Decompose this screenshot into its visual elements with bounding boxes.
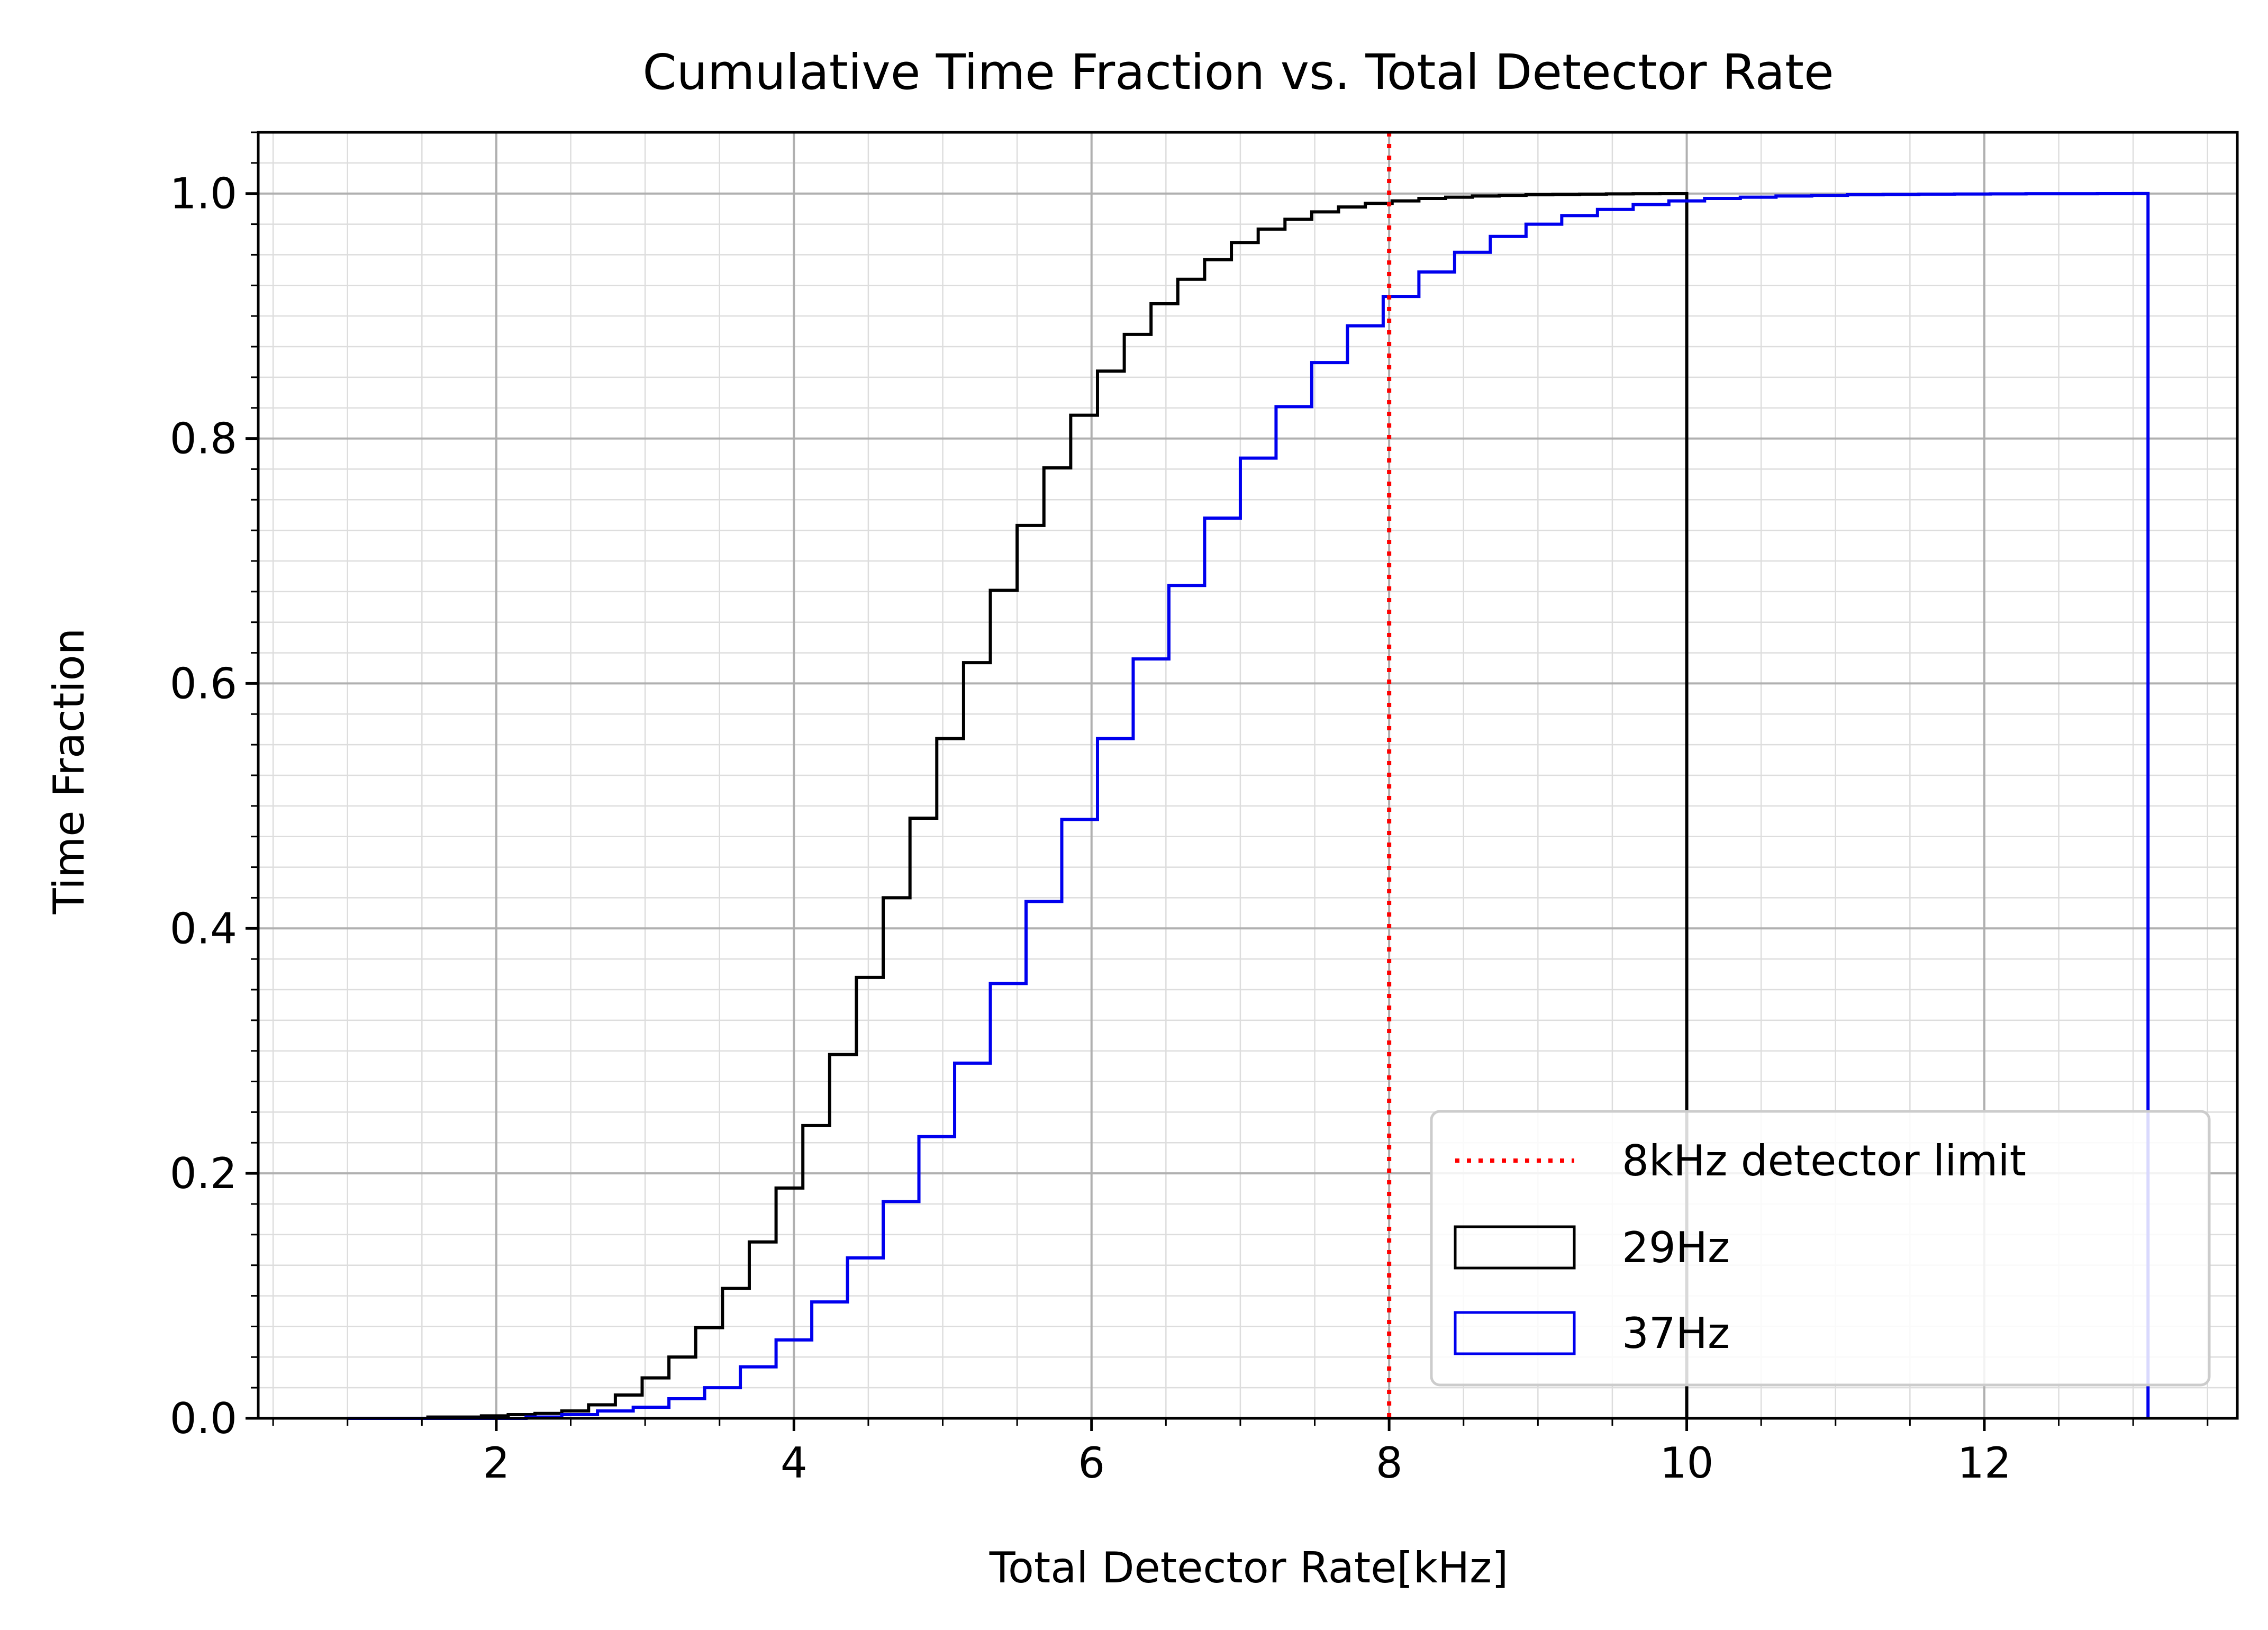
series-step-37hz — [347, 192, 2150, 1420]
x-tick-label: 4 — [781, 1438, 808, 1488]
x-tick-label: 2 — [483, 1438, 510, 1488]
series-layer — [347, 192, 2150, 1420]
x-tick-label: 8 — [1376, 1438, 1403, 1488]
x-tick-label: 6 — [1078, 1438, 1105, 1488]
x-tick-label: 12 — [1957, 1438, 2011, 1488]
legend-label-detector-limit: 8kHz detector limit — [1622, 1136, 2026, 1185]
x-tick-labels: 2 4 6 8 10 12 — [483, 1438, 2011, 1488]
x-axis-label: Total Detector Rate[kHz] — [989, 1543, 1509, 1592]
legend-swatch-37hz — [1454, 1311, 1576, 1355]
axis-ticks — [246, 131, 2209, 1431]
y-tick-label: 0.6 — [170, 659, 237, 708]
legend-frame — [1430, 1110, 2211, 1387]
legend-label-37hz: 37Hz — [1622, 1309, 1730, 1358]
y-tick-label: 0.2 — [170, 1149, 237, 1198]
y-axis-label: Time Fraction — [44, 628, 94, 915]
y-tick-label: 1.0 — [170, 169, 237, 219]
y-tick-labels: 0.0 0.2 0.4 0.6 0.8 1.0 — [170, 169, 237, 1443]
y-tick-label: 0.8 — [170, 414, 237, 464]
x-tick-label: 10 — [1660, 1438, 1714, 1488]
legend-swatch-29hz — [1454, 1225, 1576, 1270]
legend-label-29hz: 29Hz — [1622, 1223, 1730, 1272]
y-tick-label: 0.4 — [170, 904, 237, 953]
series-step-29hz — [347, 192, 1689, 1420]
chart-title: Cumulative Time Fraction vs. Total Detec… — [642, 44, 1834, 101]
y-tick-label: 0.0 — [170, 1394, 237, 1443]
legend: 8kHz detector limit 29Hz 37Hz — [1430, 1110, 2211, 1387]
